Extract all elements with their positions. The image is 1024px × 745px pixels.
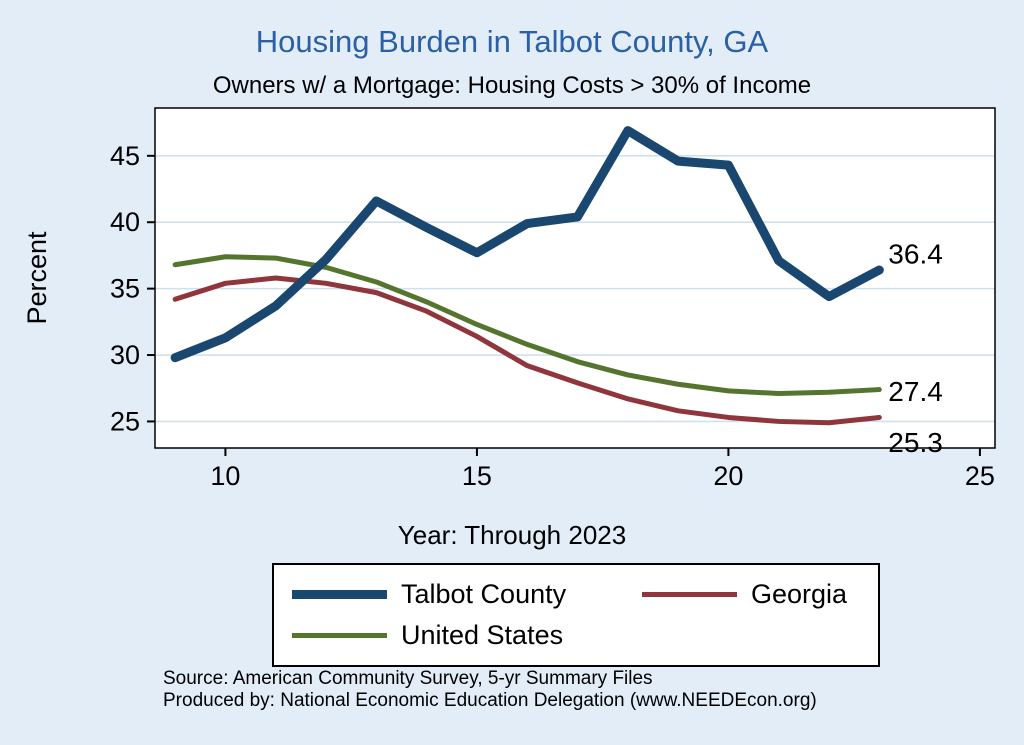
y-tick-label: 35 bbox=[110, 274, 140, 304]
legend-item-talbot-county: Talbot County bbox=[292, 579, 642, 610]
y-tick-label: 30 bbox=[110, 340, 140, 370]
y-tick-label: 25 bbox=[110, 406, 140, 436]
series-line-georgia bbox=[172, 275, 882, 426]
series-line-talbot-county bbox=[170, 126, 884, 363]
series-line-united-states bbox=[172, 254, 882, 397]
talbot-county-line-swatch bbox=[292, 590, 387, 599]
chart-canvas: 25 30 35 40 45 10 15 20 25 36.4 27.4 25.3 bbox=[110, 107, 996, 491]
legend-label-talbot-county: Talbot County bbox=[401, 579, 567, 609]
chart-title: Housing Burden in Talbot County, GA bbox=[255, 24, 769, 59]
georgia-line-swatch bbox=[642, 592, 737, 597]
y-tick-label: 45 bbox=[110, 141, 140, 171]
legend-grid: Talbot County Georgia United States bbox=[292, 579, 878, 651]
chart-subtitle: Owners w/ a Mortgage: Housing Costs > 30… bbox=[212, 72, 812, 99]
producer-line: Produced by: National Economic Education… bbox=[163, 690, 817, 712]
x-tick-label: 25 bbox=[965, 461, 995, 491]
legend-label-united-states: United States bbox=[401, 620, 564, 650]
legend: Talbot County Georgia United States bbox=[272, 563, 880, 667]
end-label-talbot-county: 36.4 bbox=[888, 239, 943, 270]
source-line: Source: American Community Survey, 5-yr … bbox=[163, 668, 653, 689]
x-tick-label: 10 bbox=[210, 461, 240, 491]
x-tick-label: 20 bbox=[713, 461, 743, 491]
end-label-united-states: 27.4 bbox=[888, 376, 943, 407]
united-states-line-swatch bbox=[292, 633, 387, 638]
legend-label-georgia: Georgia bbox=[751, 579, 848, 609]
source-note: Source: American Community Survey, 5-yr … bbox=[163, 668, 1003, 713]
legend-item-georgia: Georgia bbox=[642, 579, 878, 610]
x-axis-label: Year: Through 2023 bbox=[397, 520, 627, 550]
x-tick-label: 15 bbox=[462, 461, 492, 491]
y-tick-label: 40 bbox=[110, 207, 140, 237]
end-label-georgia: 25.3 bbox=[888, 427, 943, 458]
legend-item-united-states: United States bbox=[292, 620, 642, 651]
plot-border bbox=[154, 107, 996, 449]
